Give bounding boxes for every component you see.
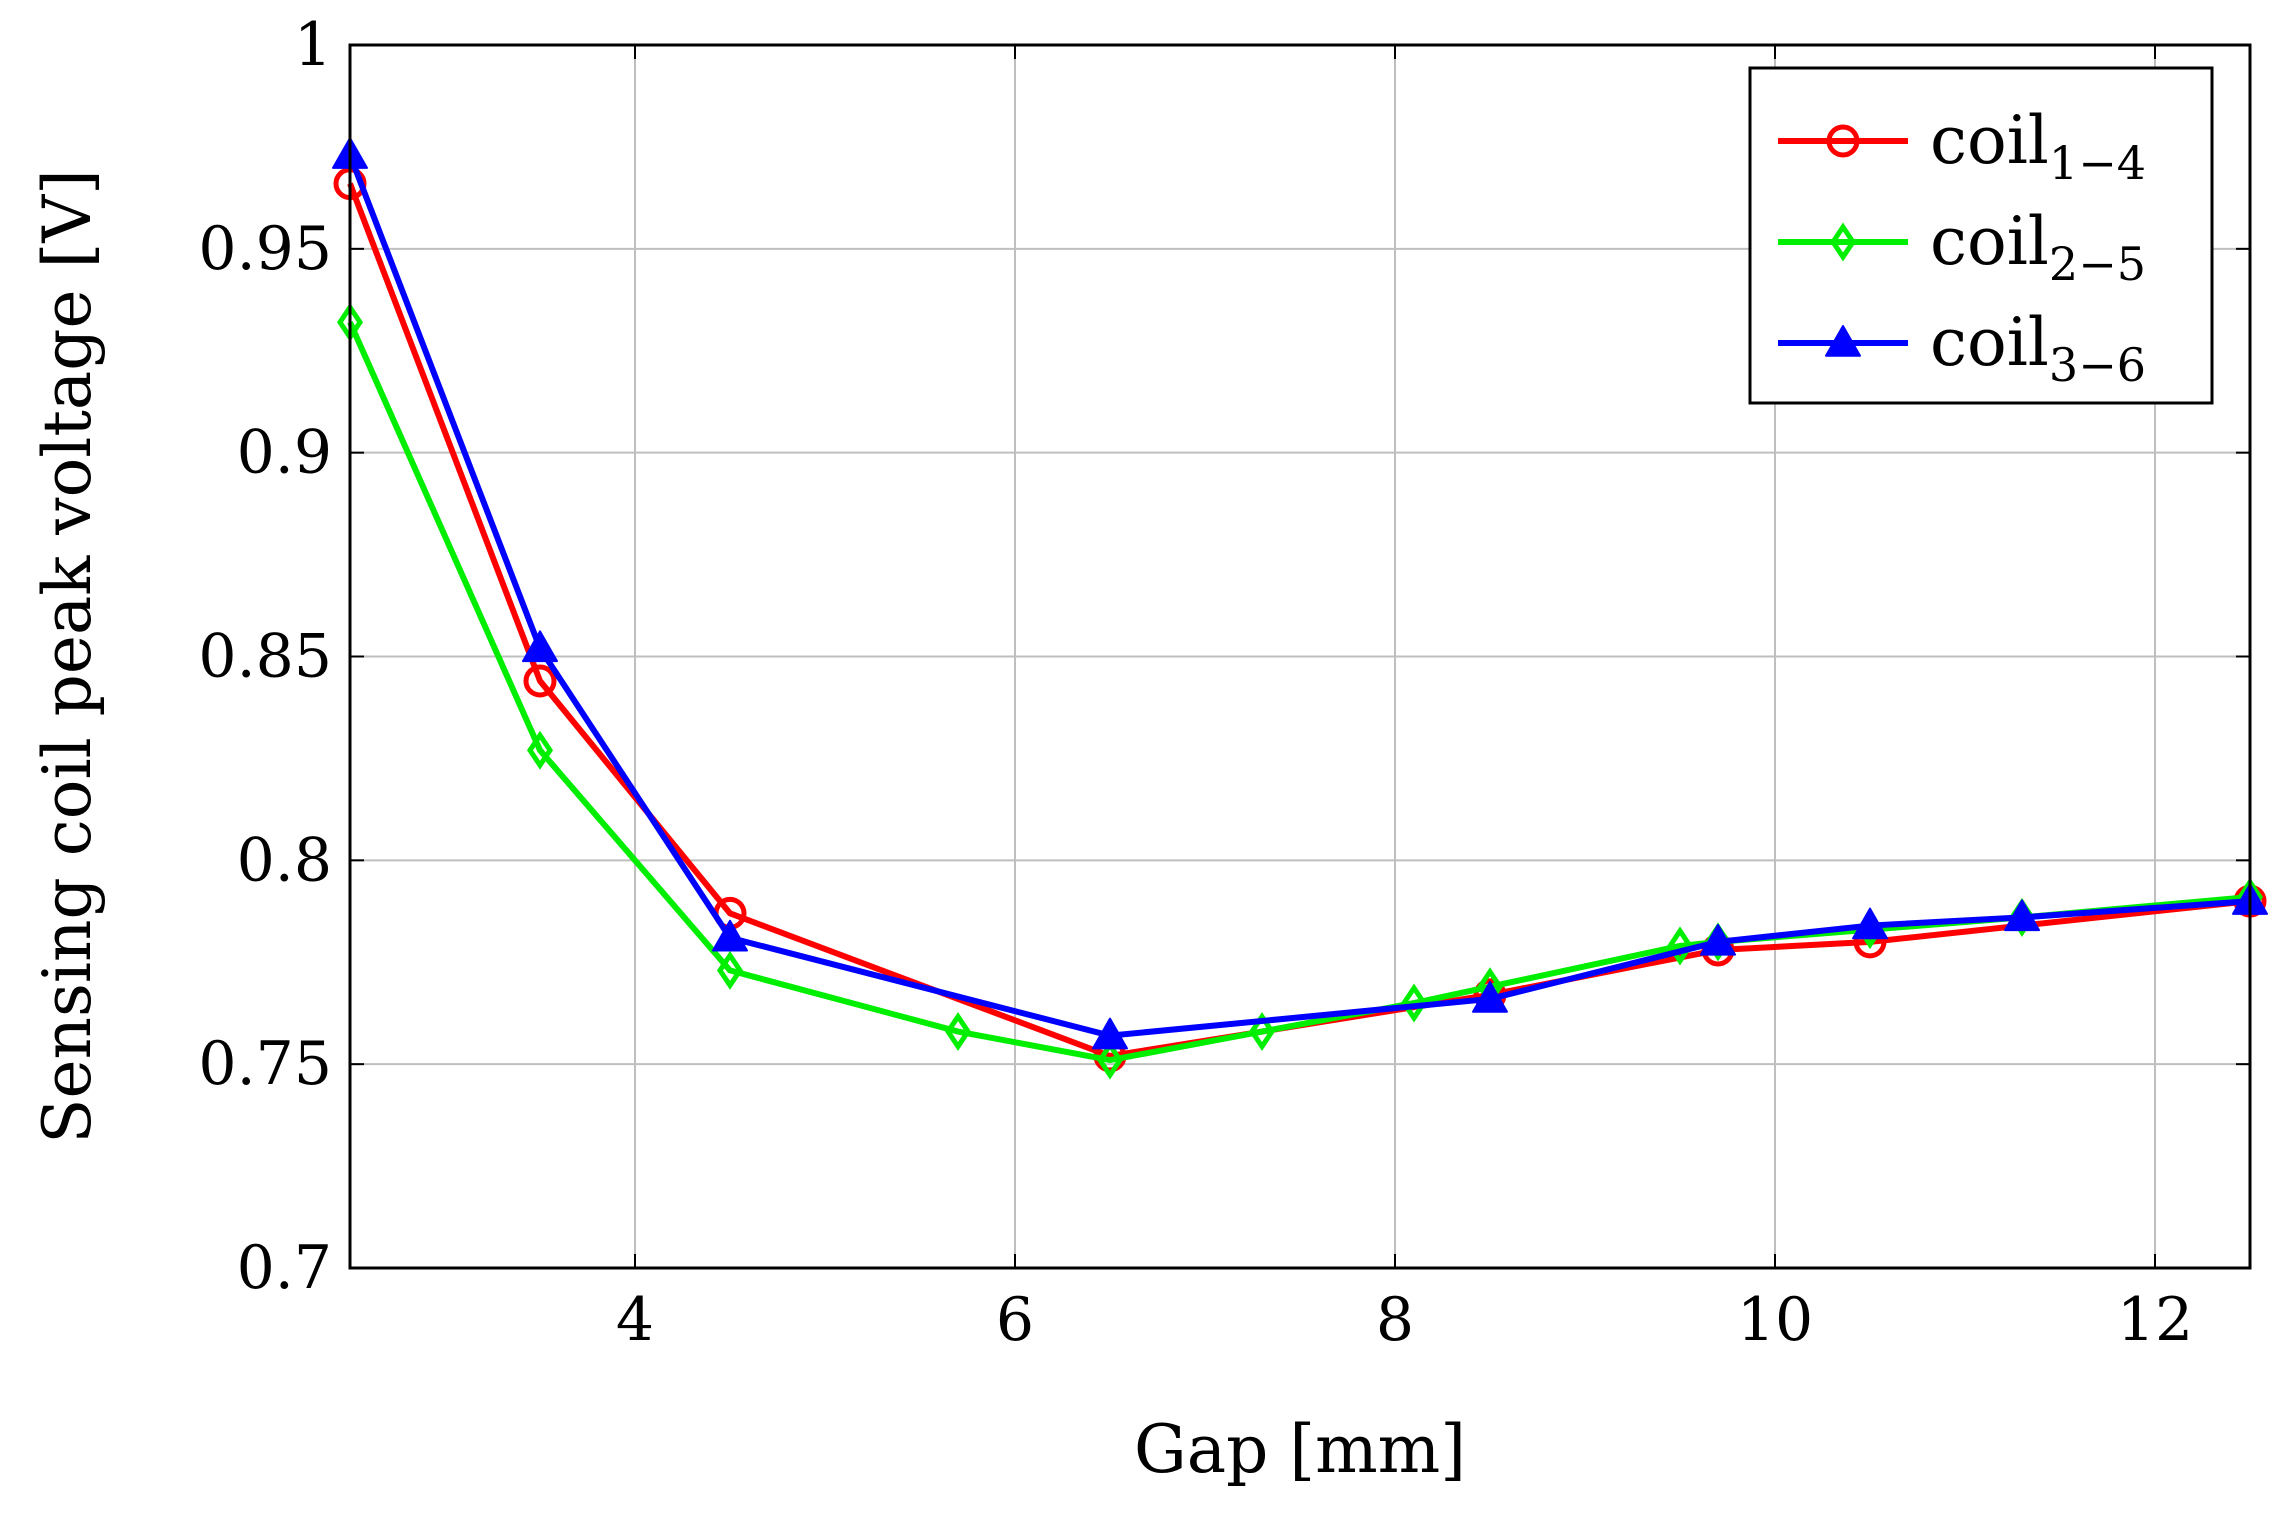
data-point xyxy=(522,630,558,663)
x-tick-label: 10 xyxy=(1737,1285,1813,1355)
legend-marker xyxy=(1826,124,1860,158)
y-tick-label: 0.9 xyxy=(237,418,332,488)
legend-entry: coil2−5 xyxy=(1778,203,2146,291)
data-point xyxy=(712,919,748,952)
data-point xyxy=(944,1012,972,1052)
tick-labels: 4 6 8 10 12 0.7 0.75 0.8 0.85 0.9 0.95 1 xyxy=(198,10,2250,1355)
data-point xyxy=(2004,899,2040,932)
y-tick-label: 0.8 xyxy=(237,825,332,895)
data-point xyxy=(1092,1017,1128,1050)
legend-box xyxy=(1748,66,2214,405)
data-point xyxy=(1700,923,1736,956)
data-point xyxy=(1852,907,1888,940)
y-tick-label: 0.85 xyxy=(198,622,332,692)
legend-label: coil2−5 xyxy=(1930,203,2146,291)
legend-marker xyxy=(1825,325,1861,357)
legend-label: coil3−6 xyxy=(1930,304,2146,392)
legend-label: coil1−4 xyxy=(1930,102,2146,190)
x-axis-label: Gap [mm] xyxy=(1134,1411,1466,1488)
y-tick-label: 1 xyxy=(294,10,332,80)
data-point xyxy=(1248,1012,1276,1052)
x-tick-label: 8 xyxy=(1376,1285,1414,1355)
data-point xyxy=(716,950,744,990)
legend-entry: coil3−6 xyxy=(1778,304,2146,392)
data-point xyxy=(1400,983,1428,1023)
legend: coil1−4 coil2−5 coil3−6 xyxy=(1748,66,2214,405)
x-tick-label: 4 xyxy=(616,1285,654,1355)
data-point xyxy=(1472,980,1508,1013)
legend-marker xyxy=(1829,222,1857,262)
x-tick-label: 12 xyxy=(2117,1285,2193,1355)
data-point xyxy=(1666,926,1694,966)
y-axis-label: Sensing coil peak voltage [V] xyxy=(29,169,106,1143)
data-point xyxy=(1096,1040,1124,1080)
data-point xyxy=(523,664,557,698)
legend-entry: coil1−4 xyxy=(1778,102,2146,190)
y-tick-label: 0.7 xyxy=(237,1233,332,1303)
y-tick-label: 0.95 xyxy=(198,214,332,284)
data-point xyxy=(526,730,554,770)
x-tick-label: 6 xyxy=(996,1285,1034,1355)
series-diamond xyxy=(336,302,2264,1080)
y-tick-label: 0.75 xyxy=(198,1029,332,1099)
